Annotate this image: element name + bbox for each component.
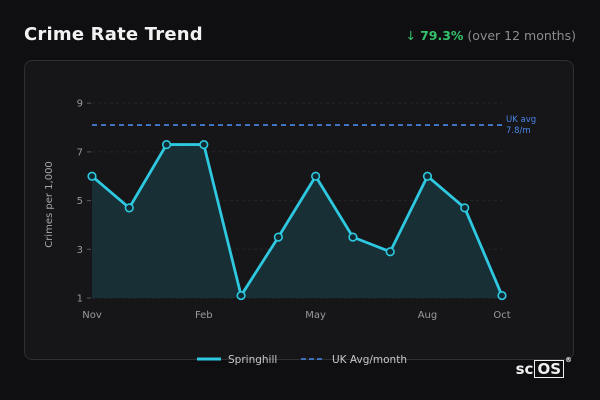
legend-label-uk-avg: UK Avg/month: [332, 354, 407, 366]
data-point-4: [236, 290, 246, 301]
y-axis-ticks: 1 3 5 7 9: [77, 99, 91, 305]
legend: Springhill UK Avg/month: [197, 354, 407, 366]
change-summary: ↓ 79.3% (over 12 months): [406, 28, 576, 43]
data-point-3: [199, 139, 209, 150]
data-point-0: [87, 171, 97, 181]
data-point-7: [348, 232, 358, 242]
x-tick-label-oct: Oct: [493, 310, 510, 321]
data-point-1: [124, 203, 134, 213]
logo-boxed: OS: [534, 360, 564, 378]
data-point-8: [385, 247, 395, 257]
y-tick-label-9: 9: [77, 99, 83, 110]
y-axis-title: Crimes per 1,000: [44, 161, 55, 248]
reference-annotation-line2: 7.8/m: [506, 126, 531, 136]
data-point-11: [497, 290, 507, 301]
y-tick-label-5: 5: [77, 196, 83, 207]
down-arrow-icon: ↓: [405, 28, 417, 43]
series-area-springhill: [92, 144, 502, 298]
data-point-2: [161, 139, 172, 150]
legend-label-springhill: Springhill: [228, 354, 277, 366]
x-axis-ticks: Nov Feb May Aug Oct: [82, 310, 510, 321]
x-tick-label-feb: Feb: [195, 310, 213, 321]
points-layer: [87, 139, 507, 301]
chart-card: 1 3 5 7 9 Nov Feb May Aug Oct Crimes per 1,000 U…: [24, 60, 574, 366]
data-point-9: [422, 171, 433, 181]
y-tick-label-3: 3: [77, 245, 83, 256]
y-tick-label-1: 1: [77, 294, 83, 305]
y-tick-label-7: 7: [77, 147, 83, 158]
reference-annotation-line1: UK avg: [506, 115, 536, 125]
data-point-6: [311, 171, 321, 181]
logo-prefix: sc: [515, 360, 534, 378]
chart-svg: 1 3 5 7 9 Nov Feb May Aug Oct Crimes per 1,000 U…: [44, 99, 536, 366]
x-tick-label-aug: Aug: [418, 310, 438, 321]
data-point-10: [460, 203, 470, 213]
scos-logo: sc OS ®: [515, 356, 572, 378]
logo-registered-mark: ®: [565, 356, 572, 364]
data-point-5: [273, 232, 283, 242]
x-tick-label-nov: Nov: [82, 310, 102, 321]
change-note: (over 12 months): [467, 28, 576, 43]
series-line-springhill: [91, 143, 504, 297]
x-tick-label-may: May: [305, 310, 326, 321]
change-value: 79.3%: [420, 28, 464, 43]
page-title: Crime Rate Trend: [24, 24, 203, 45]
